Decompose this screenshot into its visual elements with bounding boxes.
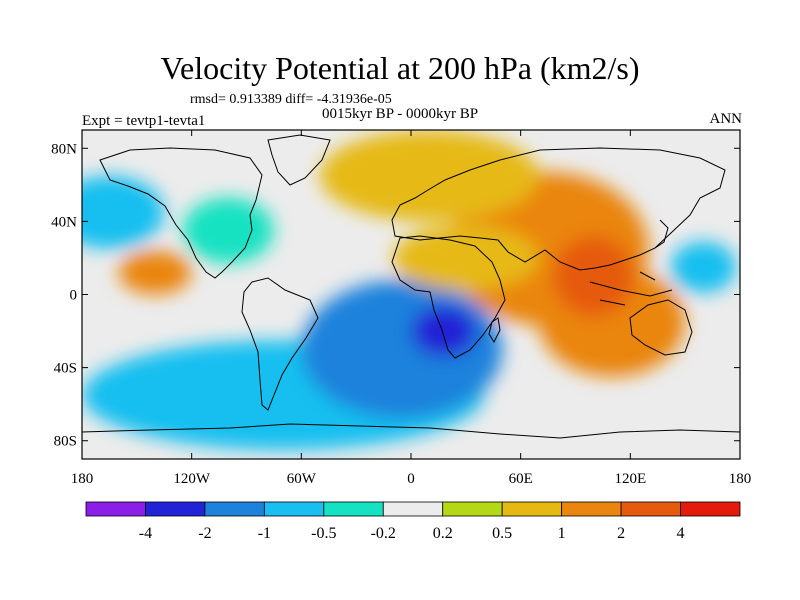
colorbar-label-7: 1 [558, 525, 566, 542]
colorbar-box-3 [263, 501, 325, 517]
field-central-pacific-positive [118, 250, 192, 295]
period-label: 0015kyr BP - 0000kyr BP [321, 106, 479, 122]
x-tick-label-5: 120E [614, 471, 646, 487]
experiment-label: Expt = tevtp1-tevta1 [82, 113, 206, 129]
chart-title: Velocity Potential at 200 hPa (km2/s) [160, 50, 640, 86]
field-asian-monsoon-maximum [553, 236, 634, 317]
coastline-antarctica [82, 423, 740, 439]
y-tick-label-4: 80S [54, 434, 77, 450]
colorbar-label-6: 0.5 [492, 525, 512, 542]
coastline-south-america [241, 277, 319, 411]
stats-line: rmsd= 0.913389 diff= -4.31936e-05 [190, 92, 392, 107]
colorbar-box-5 [382, 501, 444, 517]
colorbar-box-1 [145, 501, 206, 517]
colorbar-box-6 [442, 501, 503, 517]
coastline-eurasia [391, 147, 726, 271]
colorbar-label-5: 0.2 [433, 525, 453, 542]
colorbar-box-7 [501, 501, 563, 517]
colorbar-box-0 [85, 501, 146, 517]
x-axis: 180 120W 60W 0 60E 120E 180 [71, 130, 752, 487]
colorbar-box-10 [680, 501, 741, 517]
x-tick-label-4: 60E [509, 471, 533, 487]
coastline [82, 134, 740, 439]
coastline-north-america [99, 147, 263, 279]
field-north-atlantic-positive [319, 130, 539, 222]
x-tick-label-0: 180 [71, 471, 94, 487]
colorbar-box-9 [620, 501, 681, 517]
x-tick-label-2: 60W [287, 471, 317, 487]
x-tick-label-1: 120W [173, 471, 211, 487]
coastline-greenland [267, 134, 331, 186]
field-north-pacific-negative [82, 175, 165, 249]
colorbar-label-3: -0.5 [311, 525, 336, 542]
x-tick-label-6: 180 [729, 471, 752, 487]
coastline-japan [654, 219, 669, 249]
coastline-madagascar [488, 317, 501, 344]
field-south-atlantic-minimum [411, 305, 477, 357]
field-west-pacific-negative [670, 241, 737, 293]
colorbar-label-2: -1 [258, 525, 271, 542]
colorbar-label-1: -2 [198, 525, 211, 542]
coastline-australia [629, 299, 693, 356]
y-tick-label-1: 40N [51, 214, 77, 230]
field-north-america-negative [182, 197, 274, 264]
field-south-atlantic-negative [301, 279, 503, 419]
colorbar-box-8 [561, 501, 622, 517]
contour-field [82, 130, 740, 459]
season-label: ANN [709, 111, 743, 127]
y-tick-label-2: 0 [70, 288, 78, 304]
coastline-africa [391, 235, 506, 359]
colorbar-label-4: -0.2 [371, 525, 396, 542]
field-africa-positive [392, 225, 539, 291]
coastline-indonesia [589, 271, 673, 306]
colorbar-box-2 [204, 501, 265, 517]
y-tick-label-0: 80N [51, 141, 77, 157]
x-tick-label-3: 0 [407, 471, 415, 487]
colorbar-label-0: -4 [139, 525, 152, 542]
y-tick-label-3: 40S [54, 361, 77, 377]
y-axis: 80N 40N 0 40S 80S [51, 141, 740, 450]
colorbar-box-4 [323, 501, 384, 517]
colorbar-label-8: 2 [617, 525, 625, 542]
colorbar-label-9: 4 [677, 525, 685, 542]
colorbar: -4 -2 -1 -0.5 -0.2 0.2 0.5 1 2 4 [85, 501, 741, 542]
